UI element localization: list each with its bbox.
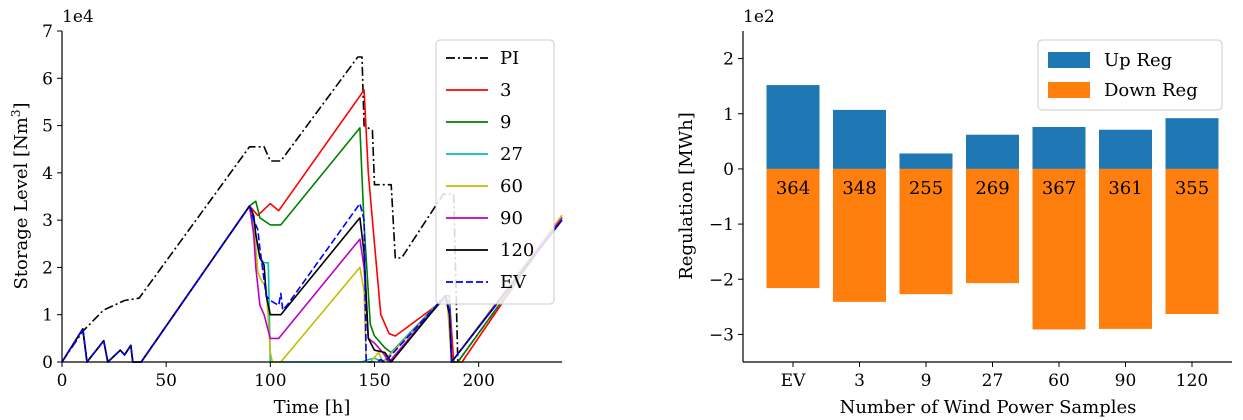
y-tick-label: 2 xyxy=(42,258,53,278)
bar-up-27 xyxy=(966,134,1019,169)
legend-label-90: 90 xyxy=(500,208,523,229)
bar-y-tick-label: −1 xyxy=(709,215,734,235)
bar-value-label: 348 xyxy=(842,178,876,199)
y-axis-label-sup: 3 xyxy=(9,110,23,118)
bar-y-offset-text: 1e2 xyxy=(743,7,775,27)
y-tick-label: 5 xyxy=(42,117,53,137)
bar-down-27 xyxy=(966,168,1019,284)
bar-chart-ticks: EV 3 9 27 60 90 120 −3 −2 −1 0 1 2 xyxy=(709,50,1208,391)
bar-value-label: 364 xyxy=(776,178,810,199)
series-line-pi xyxy=(61,56,563,363)
line-chart-legend: PI 3 9 27 60 90 120 EV xyxy=(435,39,555,305)
y-offset-text: 1e4 xyxy=(62,7,94,27)
bar-down-ev xyxy=(766,168,820,289)
x-tick-label: 150 xyxy=(358,371,390,391)
legend-label-27: 27 xyxy=(500,144,523,165)
line-chart-ticks: 0 50 100 150 200 0 1 2 3 4 5 6 7 xyxy=(42,22,495,391)
bar-x-axis-label: Number of Wind Power Samples xyxy=(840,397,1137,418)
bar-down-3 xyxy=(833,168,886,302)
bar-chart-axes xyxy=(742,31,1232,363)
x-tick-label: 200 xyxy=(462,371,494,391)
bar-chart-legend: Up Reg Down Reg xyxy=(1037,39,1223,111)
bar-legend-label-down-reg: Down Reg xyxy=(1104,80,1198,101)
bar-up-9 xyxy=(899,153,953,169)
y-tick-label: 3 xyxy=(42,211,53,231)
bar-x-tick-label: 90 xyxy=(1115,371,1137,391)
bar-x-tick-label: 120 xyxy=(1176,371,1208,391)
y-tick-label: 0 xyxy=(42,353,53,373)
legend-frame xyxy=(435,39,555,305)
bar-up-3 xyxy=(833,109,886,169)
bar-y-tick-label: 2 xyxy=(723,50,734,70)
bar-value-label: 255 xyxy=(909,178,943,199)
y-axis-label-main: Storage Level [Nm xyxy=(11,117,32,289)
x-axis-label: Time [h] xyxy=(274,397,351,418)
bar-legend-label-up-reg: Up Reg xyxy=(1104,50,1172,71)
bar-y-tick-label: −3 xyxy=(709,325,734,345)
bar-value-label: 355 xyxy=(1175,178,1209,199)
bar-x-tick-label: 3 xyxy=(854,371,865,391)
bar-y-tick-label: 1 xyxy=(723,105,734,125)
y-axis-label-end: ] xyxy=(11,102,32,109)
bar-down-60 xyxy=(1032,168,1086,330)
bar-down-9 xyxy=(899,168,953,295)
bar-down-120 xyxy=(1165,168,1219,315)
y-tick-label: 6 xyxy=(42,69,53,89)
legend-label-pi: PI xyxy=(500,48,519,69)
legend-label-3: 3 xyxy=(500,80,511,101)
legend-label-60: 60 xyxy=(500,176,523,197)
legend-label-120: 120 xyxy=(500,240,534,261)
bar-legend-swatch-down-reg xyxy=(1048,82,1090,98)
bar-y-axis-label: Regulation [MWh] xyxy=(676,112,697,280)
bar-value-label: 367 xyxy=(1042,178,1076,199)
bar-y-tick-label: 0 xyxy=(723,160,734,180)
y-tick-label: 7 xyxy=(42,22,53,42)
legend-label-ev: EV xyxy=(500,272,527,293)
bar-x-tick-label: 9 xyxy=(921,371,932,391)
bar-x-tick-label: 27 xyxy=(982,371,1004,391)
x-tick-label: 0 xyxy=(57,371,68,391)
line-series-group xyxy=(61,56,563,363)
bar-up-120 xyxy=(1165,118,1219,169)
series-line-120 xyxy=(61,205,563,363)
bar-up-90 xyxy=(1099,129,1152,169)
bar-x-tick-label: 60 xyxy=(1048,371,1070,391)
bar-value-label: 269 xyxy=(975,178,1009,199)
y-tick-label: 4 xyxy=(42,164,53,184)
bar-up-60 xyxy=(1032,126,1086,169)
series-line-ev xyxy=(61,202,563,363)
x-tick-label: 50 xyxy=(155,371,177,391)
x-tick-label: 100 xyxy=(254,371,286,391)
y-axis-label: Storage Level [Nm3] xyxy=(9,102,32,289)
y-tick-label: 1 xyxy=(42,306,53,326)
regulation-bar-chart: 364 348 255 269 367 361 355 EV 3 9 27 60 90 120−3−2−… xyxy=(676,7,1232,418)
bar-up-ev xyxy=(766,85,820,169)
bar-down-90 xyxy=(1099,168,1152,329)
bar-value-label: 361 xyxy=(1108,178,1142,199)
storage-level-chart: 0 50 100 150 200 0 1 2 3 4 5 6 7 1e4 Time [h] Storag… xyxy=(9,7,563,418)
bar-y-tick-label: −2 xyxy=(709,270,734,290)
legend-label-9: 9 xyxy=(500,112,511,133)
bar-group: 364 348 255 269 367 361 355 xyxy=(766,85,1219,330)
bar-x-tick-label: EV xyxy=(781,371,806,391)
bar-legend-swatch-up-reg xyxy=(1048,52,1090,68)
